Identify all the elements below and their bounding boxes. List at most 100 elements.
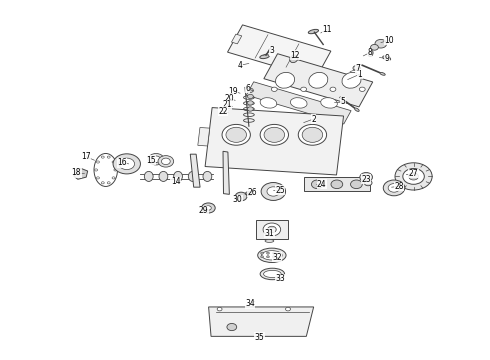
Polygon shape [209, 307, 314, 336]
Ellipse shape [260, 268, 285, 280]
Ellipse shape [355, 108, 359, 111]
Circle shape [359, 87, 365, 91]
Ellipse shape [321, 98, 338, 108]
Ellipse shape [309, 72, 328, 88]
Text: 12: 12 [290, 51, 299, 60]
Ellipse shape [258, 248, 286, 262]
Ellipse shape [368, 50, 373, 57]
Circle shape [350, 180, 362, 189]
Ellipse shape [342, 72, 361, 88]
Ellipse shape [203, 171, 212, 181]
Circle shape [119, 158, 135, 170]
Ellipse shape [245, 192, 252, 195]
Ellipse shape [145, 171, 153, 181]
Circle shape [267, 256, 270, 258]
Circle shape [395, 163, 432, 190]
Circle shape [360, 172, 372, 182]
Polygon shape [304, 177, 370, 191]
Text: 31: 31 [265, 229, 274, 238]
Polygon shape [74, 168, 88, 179]
Text: 1: 1 [357, 70, 362, 79]
Ellipse shape [265, 239, 274, 242]
Ellipse shape [380, 72, 385, 75]
Text: 18: 18 [72, 168, 81, 177]
Text: 11: 11 [322, 25, 332, 34]
Polygon shape [256, 220, 288, 239]
Text: 4: 4 [238, 61, 243, 70]
Text: 8: 8 [367, 48, 372, 57]
Text: 21: 21 [222, 100, 232, 109]
Circle shape [161, 158, 170, 165]
Circle shape [268, 226, 276, 233]
Ellipse shape [159, 171, 168, 181]
Circle shape [148, 153, 164, 165]
Circle shape [227, 323, 237, 330]
Text: 24: 24 [317, 180, 326, 189]
Text: 2: 2 [311, 114, 316, 123]
Text: 23: 23 [361, 175, 371, 184]
Circle shape [312, 180, 323, 189]
Text: 33: 33 [275, 274, 285, 283]
Text: 19: 19 [228, 86, 238, 95]
Polygon shape [198, 127, 210, 146]
Polygon shape [231, 34, 242, 44]
Circle shape [370, 44, 378, 50]
Circle shape [331, 180, 343, 189]
Circle shape [409, 173, 418, 180]
Ellipse shape [260, 55, 270, 59]
Text: 7: 7 [355, 64, 360, 73]
Polygon shape [205, 108, 343, 175]
Circle shape [247, 107, 253, 111]
Circle shape [286, 307, 291, 311]
Circle shape [383, 180, 405, 196]
Ellipse shape [260, 98, 277, 108]
Polygon shape [223, 151, 229, 194]
Text: 26: 26 [247, 188, 257, 197]
Text: 25: 25 [275, 185, 285, 194]
Text: 6: 6 [245, 84, 250, 93]
Circle shape [247, 101, 253, 105]
Ellipse shape [302, 127, 323, 142]
Ellipse shape [262, 251, 282, 260]
Text: 35: 35 [255, 333, 265, 342]
Polygon shape [246, 82, 351, 124]
Circle shape [272, 252, 275, 254]
Circle shape [364, 180, 372, 186]
Ellipse shape [308, 30, 318, 34]
Circle shape [267, 252, 270, 254]
Text: 34: 34 [245, 299, 255, 308]
Ellipse shape [188, 171, 197, 181]
Circle shape [217, 307, 222, 311]
Circle shape [247, 88, 253, 93]
Ellipse shape [383, 56, 391, 60]
Text: 15: 15 [147, 156, 156, 165]
Text: 30: 30 [233, 195, 243, 204]
Circle shape [271, 87, 277, 91]
Ellipse shape [275, 72, 294, 88]
Text: 22: 22 [218, 107, 228, 116]
Circle shape [261, 183, 286, 201]
Circle shape [403, 168, 424, 184]
Polygon shape [227, 25, 331, 78]
Text: 16: 16 [117, 158, 127, 167]
Ellipse shape [298, 125, 327, 145]
Text: 20: 20 [224, 94, 234, 103]
Circle shape [301, 87, 307, 91]
Ellipse shape [173, 171, 182, 181]
Circle shape [261, 252, 264, 254]
Text: 9: 9 [384, 54, 389, 63]
Ellipse shape [291, 98, 307, 108]
Circle shape [261, 256, 264, 258]
Circle shape [201, 203, 215, 213]
Ellipse shape [222, 125, 250, 145]
Text: 5: 5 [340, 97, 345, 106]
Polygon shape [190, 154, 200, 187]
Text: 28: 28 [394, 182, 404, 191]
Ellipse shape [264, 270, 281, 278]
Ellipse shape [264, 127, 285, 142]
Circle shape [272, 256, 275, 258]
Ellipse shape [290, 55, 298, 63]
Circle shape [235, 192, 247, 201]
Text: 17: 17 [81, 152, 91, 161]
Circle shape [152, 156, 160, 162]
